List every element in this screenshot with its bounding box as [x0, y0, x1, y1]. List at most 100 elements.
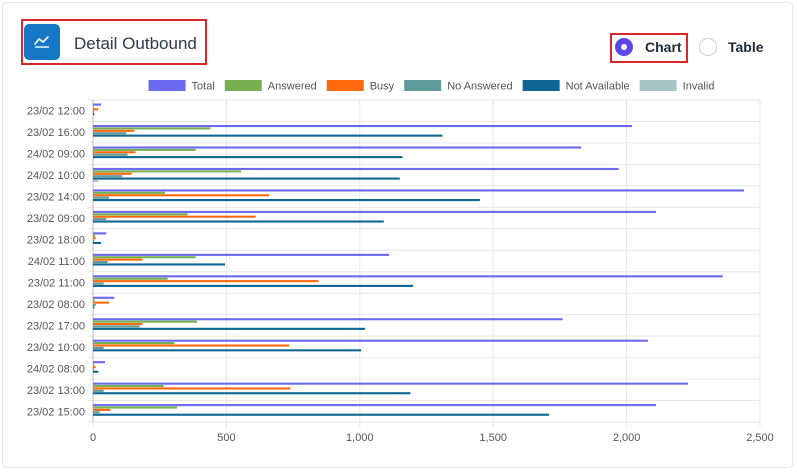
legend-swatch: [224, 80, 262, 91]
bar-no-answered: [93, 411, 100, 414]
x-tick-label: 1,500: [479, 432, 507, 444]
y-tick-label: 24/02 08:00: [27, 363, 85, 375]
bar-not-available: [93, 306, 95, 309]
y-tick-label: 23/02 09:00: [27, 213, 85, 225]
view-toggle-highlight: [610, 33, 688, 63]
y-tick-label: 24/02 11:00: [28, 256, 85, 268]
bar-no-answered: [93, 239, 95, 242]
bar-not-available: [93, 156, 403, 159]
table-radio[interactable]: [699, 38, 717, 56]
legend-label: No Answered: [447, 81, 512, 93]
bar-busy: [93, 258, 143, 261]
detail-outbound-card: [2, 2, 793, 468]
y-tick-label: 24/02 10:00: [27, 170, 85, 182]
title-highlight: [21, 19, 207, 65]
bar-no-answered: [93, 175, 123, 178]
bar-no-answered: [93, 325, 140, 328]
bar-answered: [93, 299, 95, 302]
x-tick-label: 0: [90, 432, 96, 444]
bar-busy: [93, 408, 111, 411]
bar-not-available: [93, 349, 362, 352]
page-title: Detail Outbound: [74, 34, 197, 53]
bar-not-available: [93, 284, 414, 287]
bar-not-available: [93, 134, 443, 137]
bar-busy: [93, 323, 143, 326]
bar-no-answered: [93, 368, 95, 371]
bar-answered: [93, 213, 188, 216]
table-radio-label[interactable]: Table: [728, 39, 764, 55]
bar-answered: [93, 363, 95, 366]
bar-answered: [93, 191, 166, 194]
bar-no-answered: [93, 110, 95, 113]
bar-not-available: [93, 263, 226, 266]
bar-busy: [93, 129, 135, 132]
bar-invalid: [93, 179, 99, 183]
legend-label: Not Available: [566, 81, 630, 93]
y-tick-label: 23/02 17:00: [27, 320, 85, 332]
bar-not-available: [93, 327, 366, 330]
y-tick-label: 23/02 18:00: [27, 235, 85, 247]
bar-total: [93, 339, 648, 342]
chart-radio[interactable]: [615, 38, 633, 56]
x-tick-label: 500: [217, 432, 235, 444]
bar-total: [93, 404, 656, 407]
bar-not-available: [93, 241, 102, 245]
bar-no-answered: [93, 282, 104, 285]
bar-total: [93, 167, 619, 171]
legend-swatch: [639, 80, 677, 91]
y-tick-label: 23/02 13:00: [27, 385, 85, 397]
bar-answered: [93, 342, 175, 345]
bar-busy: [93, 108, 99, 111]
y-tick-label: 23/02 16:00: [27, 127, 85, 139]
bar-no-answered: [93, 303, 96, 307]
bar-busy: [93, 344, 290, 347]
bar-total: [93, 146, 582, 149]
bar-answered: [93, 148, 196, 151]
bar-answered: [93, 406, 178, 409]
bar-answered: [93, 234, 96, 237]
bar-total: [93, 210, 656, 213]
y-tick-label: 23/02 11:00: [28, 277, 85, 289]
y-tick-label: 24/02 09:00: [27, 149, 85, 161]
bar-busy: [93, 172, 132, 175]
x-tick-label: 2,500: [746, 432, 774, 444]
bar-busy: [93, 151, 136, 154]
bar-total: [93, 361, 106, 364]
bar-total: [93, 296, 115, 299]
bar-total: [93, 318, 563, 321]
bar-no-answered: [93, 389, 104, 392]
bar-busy: [93, 194, 270, 197]
bar-busy: [93, 365, 96, 369]
bar-total: [93, 275, 723, 278]
legend-label: Busy: [370, 81, 395, 93]
bar-not-available: [93, 177, 400, 180]
y-tick-label: 23/02 08:00: [27, 299, 85, 311]
bar-not-available: [93, 113, 95, 116]
bar-busy: [93, 387, 291, 390]
bar-not-available: [93, 392, 411, 395]
bar-no-answered: [93, 261, 108, 264]
bar-total: [93, 382, 688, 385]
legend-label: Answered: [268, 81, 317, 93]
bar-not-available: [93, 413, 550, 416]
legend-swatch: [326, 80, 364, 91]
bar-busy: [93, 280, 319, 283]
legend-swatch: [522, 80, 560, 91]
bar-busy: [93, 301, 110, 304]
bar-no-answered: [93, 196, 110, 199]
bar-no-answered: [93, 153, 128, 156]
bar-total: [93, 189, 744, 192]
bar-not-available: [93, 220, 384, 223]
bar-busy: [93, 237, 96, 240]
bar-answered: [93, 256, 196, 259]
y-tick-label: 23/02 14:00: [27, 192, 85, 204]
bar-busy: [93, 215, 256, 218]
legend-label: Invalid: [683, 81, 715, 93]
chart-radio-label[interactable]: Chart: [645, 39, 682, 55]
bar-no-answered: [93, 132, 127, 135]
bar-not-available: [93, 199, 480, 202]
x-tick-label: 1,000: [346, 432, 374, 444]
bar-answered: [93, 105, 94, 109]
bar-no-answered: [93, 346, 104, 349]
